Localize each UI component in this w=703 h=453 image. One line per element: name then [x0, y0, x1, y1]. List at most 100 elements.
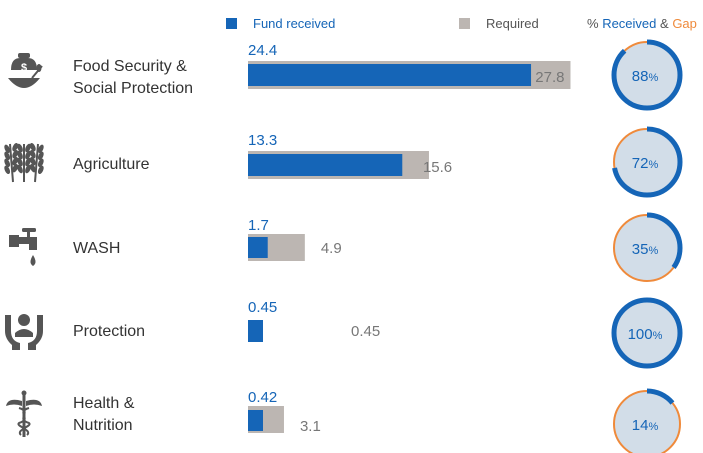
legend-received-label: Received — [602, 16, 657, 31]
snake-one — [18, 407, 31, 436]
category-label: Food Security & Social Protection — [73, 58, 193, 97]
wheat-grain — [25, 164, 31, 174]
received-ring — [611, 297, 683, 369]
left-hand — [5, 315, 20, 350]
legend-fund-swatch — [226, 18, 237, 29]
category-label: WASH — [73, 240, 120, 257]
wheat-grain — [37, 158, 44, 168]
legend-fund: Fund received — [226, 16, 335, 31]
chart-row: Protection 0.45 0.45 100% — [5, 297, 683, 369]
wheat-grain — [25, 157, 31, 167]
received-ring — [611, 212, 683, 284]
percent-sign: % — [648, 72, 658, 84]
pie-background — [614, 129, 680, 195]
wheat-icon — [4, 142, 44, 183]
right-hand — [28, 315, 43, 350]
wheat-grain — [12, 163, 19, 173]
category-label-line: Health & — [73, 395, 135, 412]
category-label: Agriculture — [73, 156, 150, 173]
category-label: Health & Nutrition — [73, 395, 135, 434]
percent-label: 100% — [628, 326, 663, 343]
wheat-grain — [17, 157, 23, 167]
wheat-grain — [17, 164, 23, 174]
wheat-grain — [4, 165, 11, 175]
received-ring — [611, 388, 683, 453]
wheat-grain — [29, 142, 36, 152]
chart-row: Agriculture 13.3 15.6 72% — [4, 126, 683, 198]
wheat-grain — [37, 165, 44, 175]
tap-pipe — [19, 237, 37, 244]
required-value-label: 0.45 — [351, 323, 380, 340]
percent-label: 72% — [632, 155, 659, 172]
person-body — [15, 329, 33, 337]
chart-row: $ Food Security & Social Protection 24.4 27.… — [8, 39, 683, 111]
legend-required-label: Required — [486, 16, 539, 31]
received-bar — [248, 237, 268, 258]
received-bar — [248, 154, 403, 176]
received-bar — [248, 64, 532, 86]
pie-background — [614, 215, 680, 281]
food-aid-icon: $ — [8, 53, 43, 88]
tap-stem — [27, 230, 30, 238]
percent-sign: % — [653, 330, 663, 342]
protection-hands-icon — [5, 314, 43, 350]
received-value-label: 0.42 — [248, 389, 277, 406]
tap-base — [9, 235, 19, 247]
wheat-grain — [37, 151, 44, 161]
received-bar — [248, 320, 263, 342]
percent-value: 100 — [628, 326, 653, 343]
wheat-stem — [34, 143, 39, 183]
chart-row: Health & Nutrition 0.42 3.1 14% — [6, 388, 683, 453]
legend-amp: & — [660, 16, 669, 31]
percent-value: 14 — [632, 417, 649, 434]
percent-value: 35 — [632, 241, 649, 258]
right-wing — [26, 399, 42, 406]
received-value-label: 1.7 — [248, 217, 269, 234]
caduceus-icon — [6, 390, 42, 437]
dollar-glyph: $ — [21, 62, 27, 74]
legend-percent: % Received & Gap — [587, 16, 697, 31]
category-label-line: Agriculture — [73, 156, 150, 173]
wheat-grain — [25, 143, 31, 153]
category-label-line: WASH — [73, 240, 120, 257]
snake-two — [17, 407, 30, 436]
received-ring — [611, 39, 683, 111]
percent-label: 35% — [632, 241, 659, 258]
wheat-grain — [29, 156, 36, 166]
legend-required: Required — [459, 16, 539, 31]
percent-label: 88% — [632, 68, 659, 85]
category-label-line: Food Security & — [73, 58, 187, 75]
percent-sign: % — [648, 159, 658, 171]
pie-background — [614, 300, 680, 366]
left-wing — [6, 399, 22, 406]
pie-background — [614, 391, 680, 453]
category-label-line: Social Protection — [73, 80, 193, 97]
required-value-label: 27.8 — [535, 69, 564, 86]
percent-value: 72 — [632, 155, 649, 172]
tap-spout — [29, 244, 37, 250]
wheat-grain — [12, 149, 19, 159]
received-value-label: 0.45 — [248, 299, 277, 316]
percent-label: 14% — [632, 417, 659, 434]
received-value-label: 24.4 — [248, 42, 277, 59]
water-drop — [30, 255, 36, 266]
chart-row: WASH 1.7 4.9 35% — [9, 212, 683, 284]
wheat-grain — [12, 142, 19, 152]
staff-top — [21, 390, 27, 396]
percent-sign: % — [648, 245, 658, 257]
received-ring — [611, 126, 683, 198]
wheat-grain — [37, 144, 44, 154]
wheat-grain — [25, 150, 31, 160]
required-value-label: 15.6 — [423, 159, 452, 176]
wheat-grain — [29, 149, 36, 159]
wheat-grain — [17, 143, 23, 153]
pie-background — [614, 42, 680, 108]
wheat-stem — [9, 143, 14, 183]
required-value-label: 3.1 — [300, 418, 321, 435]
wheat-grain — [12, 156, 19, 166]
bag-tie — [18, 53, 30, 58]
wheat-grain — [17, 150, 23, 160]
category-label-line: Protection — [73, 323, 145, 340]
legend-percent-sign: % — [587, 16, 599, 31]
